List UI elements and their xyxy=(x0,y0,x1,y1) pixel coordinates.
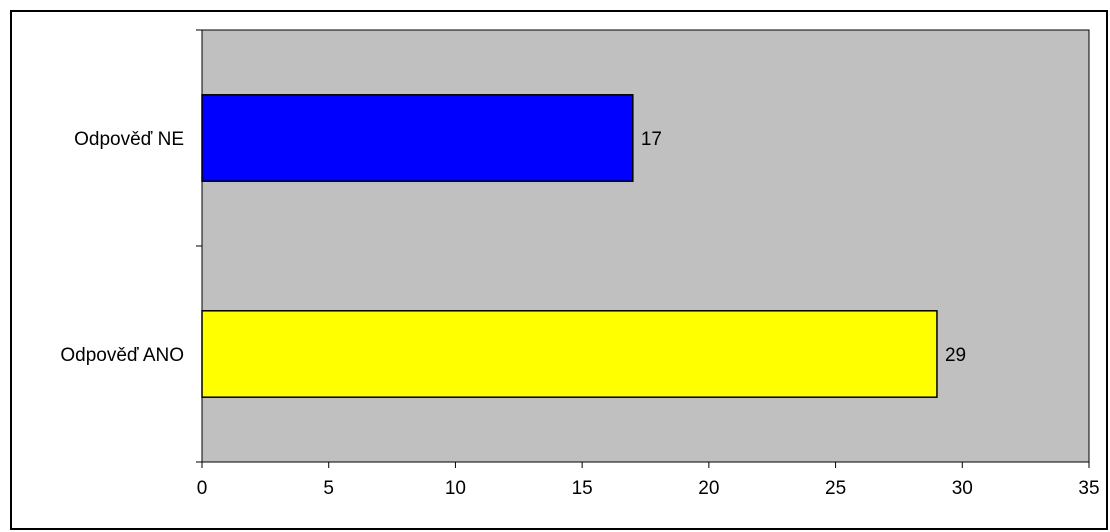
x-tick-label: 15 xyxy=(572,478,593,499)
category-label: Odpověď ANO xyxy=(60,345,184,366)
x-tick-label: 0 xyxy=(197,478,208,499)
x-tick-label: 35 xyxy=(1078,478,1099,499)
x-tick-label: 20 xyxy=(698,478,719,499)
data-label: 17 xyxy=(641,129,662,150)
x-tick-label: 30 xyxy=(952,478,973,499)
x-tick-label: 5 xyxy=(323,478,334,499)
x-tick-label: 25 xyxy=(825,478,846,499)
x-tick-label: 10 xyxy=(445,478,466,499)
data-label: 29 xyxy=(945,345,966,366)
bar xyxy=(201,310,938,398)
bar xyxy=(201,94,634,182)
category-label: Odpověď NE xyxy=(74,129,184,150)
